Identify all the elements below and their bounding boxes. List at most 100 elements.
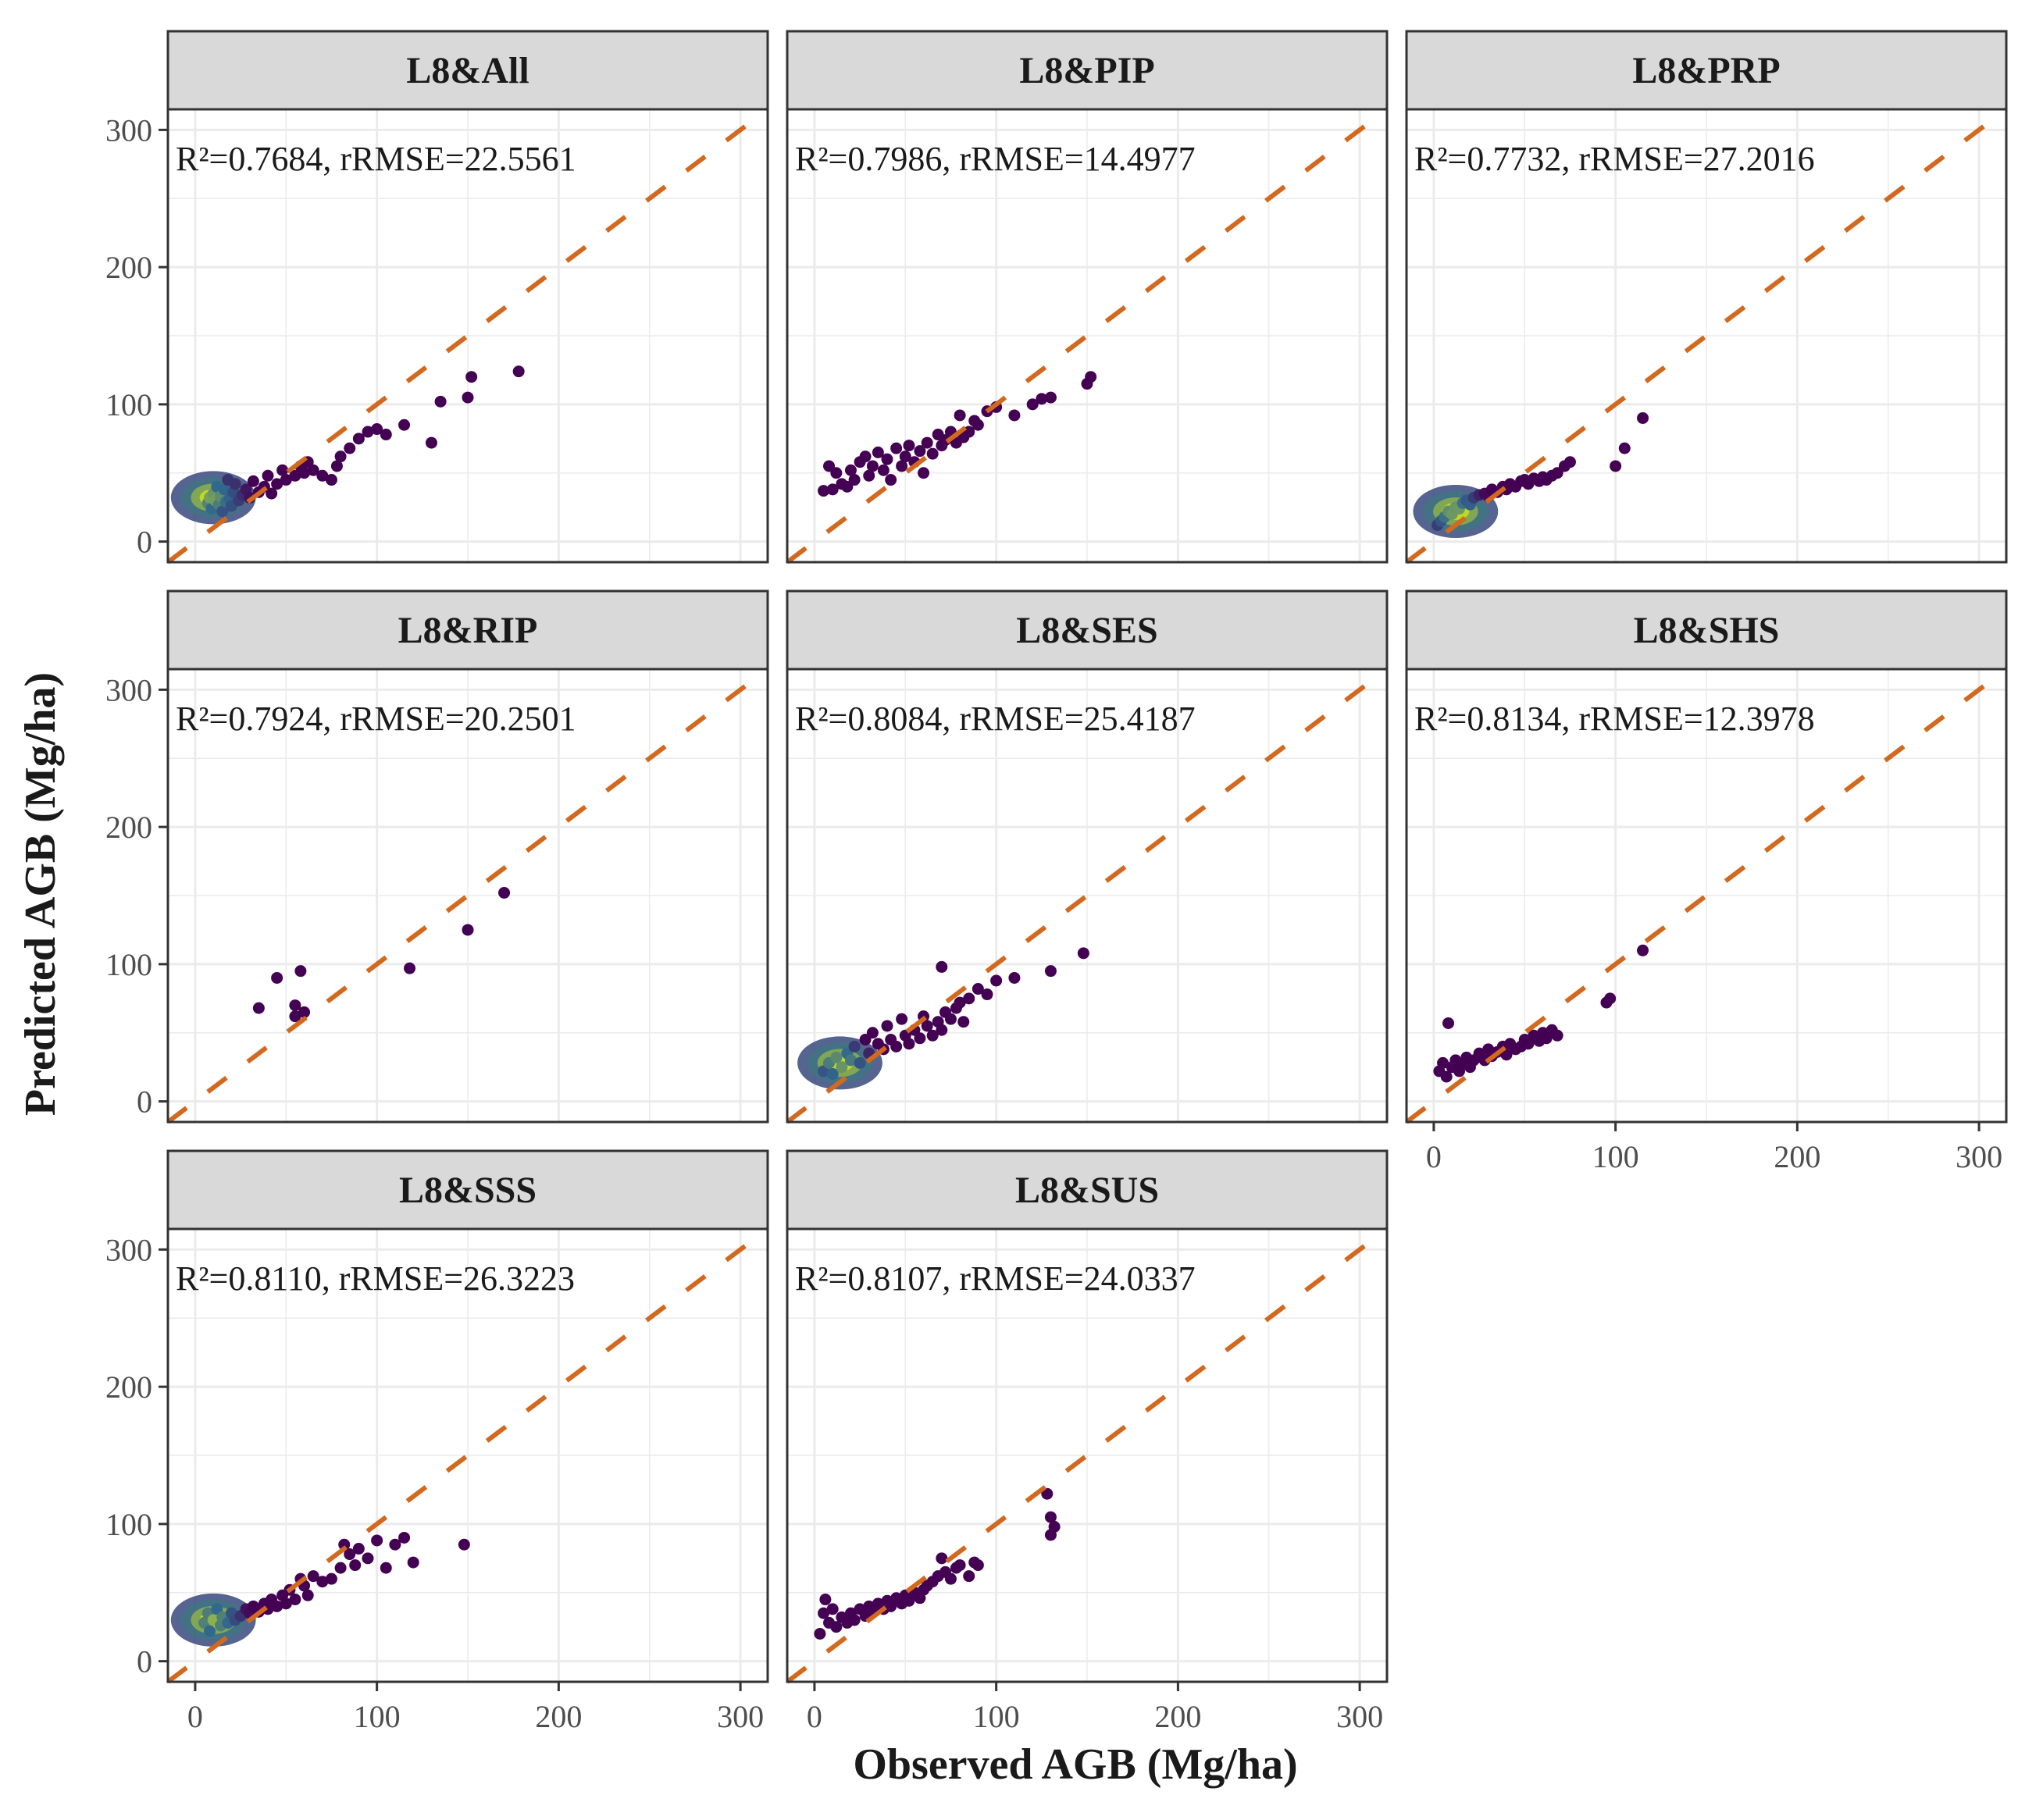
data-point [1044,1511,1057,1523]
data-point [462,391,474,404]
stats-annotation: R²=0.8134, rRMSE=12.3978 [1414,700,1815,738]
gridlines [787,109,1387,562]
stats-annotation: R²=0.7924, rRMSE=20.2501 [176,700,576,738]
data-point [298,467,311,479]
data-point [818,1607,830,1619]
x-tick-label: 300 [717,1699,764,1734]
data-point [271,478,283,490]
data-point [1637,944,1649,956]
data-point [404,962,416,974]
data-point [972,1559,984,1572]
data-point [890,442,903,454]
data-point [280,1597,292,1610]
data-point [380,429,392,441]
facet-title: L8&All [406,50,529,91]
data-point [914,1032,926,1045]
data-point [316,1576,329,1588]
x-tick-label: 300 [1956,1139,2002,1174]
data-point [954,996,966,1009]
data-point [899,451,911,463]
facet-title: L8&PIP [1019,50,1154,91]
data-point [859,451,872,463]
y-tick-label: 200 [105,810,152,845]
data-point [963,992,975,1005]
x-tick-label: 100 [973,1699,1020,1734]
data-point [877,464,890,476]
data-point [890,1040,903,1052]
stats-annotation: R²=0.7684, rRMSE=22.5561 [176,140,576,178]
gridlines [787,669,1387,1122]
data-point [1500,1049,1513,1061]
data-point [301,1589,314,1601]
facet-panel: L8&All R²=0.7684, rRMSE=22.5561 0 100 200 300 [105,30,769,565]
data-point [462,924,474,936]
data-point [963,1570,975,1583]
stats-annotation: R²=0.8084, rRMSE=25.4187 [795,700,1196,738]
stats-annotation: R²=0.8107, rRMSE=24.0337 [795,1259,1196,1298]
data-point [1563,456,1576,468]
data-point [830,467,843,479]
data-point [229,478,241,490]
facet-title: L8&PRP [1632,50,1780,91]
data-point [844,1054,857,1067]
data-point [818,485,830,497]
gridlines [787,1229,1387,1682]
y-tick-label: 100 [105,387,152,422]
data-point [1008,971,1021,984]
data-point [344,1548,356,1561]
data-point [398,418,411,431]
facet-strip [166,589,769,671]
x-tick-label: 300 [1336,1699,1383,1734]
panel-border [786,108,1389,564]
data-point [836,1061,848,1074]
data-point [512,365,525,378]
facet-panel: L8&SSS R²=0.8110, rRMSE=26.3223 0 100 200 300… [105,1149,769,1734]
data-point [921,436,933,449]
data-point [885,474,897,486]
data-point [844,464,857,476]
facet-title: L8&SSS [399,1170,537,1211]
facet-panel: L8&RIP R²=0.7924, rRMSE=20.2501 0 100 200 300 [105,589,769,1124]
panel-border [166,668,769,1124]
data-point [289,1594,301,1606]
data-point [216,505,229,518]
data-point [1522,1038,1535,1050]
data-point [1041,1487,1054,1500]
data-point [914,445,926,458]
data-point [425,436,437,449]
data-point [823,460,836,472]
data-point [298,1006,311,1018]
stats-annotation: R²=0.7732, rRMSE=27.2016 [1414,140,1815,178]
data-point [1085,371,1097,383]
x-tick-label: 200 [1154,1699,1201,1734]
data-point [1440,1070,1453,1083]
panel-border [1405,108,2008,564]
data-point [841,480,854,493]
data-point [1442,1017,1455,1029]
data-point [498,886,511,899]
data-point [885,1600,897,1612]
facet-title: L8&SES [1016,610,1157,651]
facet-strip [786,1149,1389,1231]
data-point [1077,947,1089,960]
data-point [334,451,347,463]
data-point [848,474,861,486]
data-point [896,1013,908,1025]
x-tick-label: 100 [354,1699,401,1734]
facet-title: L8&SUS [1015,1170,1159,1211]
data-point [1604,992,1617,1005]
panel-border [786,1227,1389,1683]
data-point [271,971,283,984]
data-point [362,1552,374,1565]
data-point [866,1027,879,1039]
facet-strip [1405,30,2008,111]
data-point [458,1538,470,1551]
data-point [266,487,278,500]
data-point [848,1040,861,1052]
facet-title: L8&RIP [398,610,538,651]
x-tick-label: 200 [1774,1139,1820,1174]
facet-strip [786,589,1389,671]
data-point [1551,467,1563,479]
data-point [819,1594,832,1606]
data-point [990,974,1003,987]
